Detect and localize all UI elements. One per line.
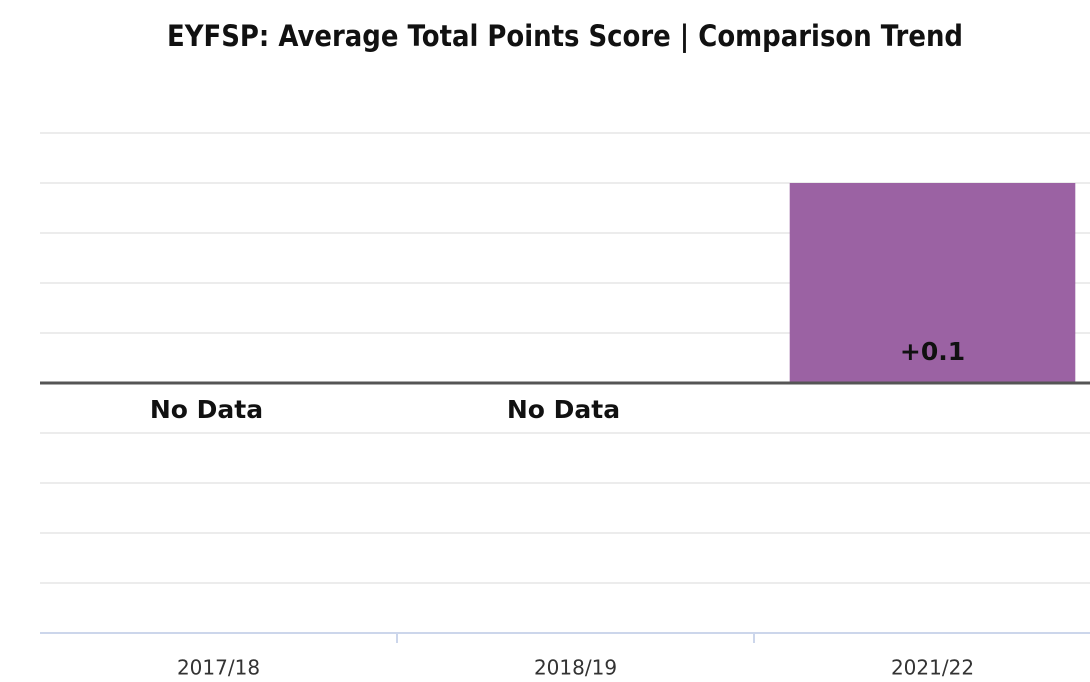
value-label: No Data (507, 395, 620, 424)
x-tick-label: 2017/18 (177, 656, 260, 680)
value-label: No Data (150, 395, 263, 424)
chart-title: EYFSP: Average Total Points Score | Comp… (167, 19, 963, 53)
x-tick-label: 2021/22 (891, 656, 974, 680)
value-label: +0.1 (900, 337, 965, 366)
x-tick-label: 2018/19 (534, 656, 617, 680)
bar (789, 183, 1076, 383)
